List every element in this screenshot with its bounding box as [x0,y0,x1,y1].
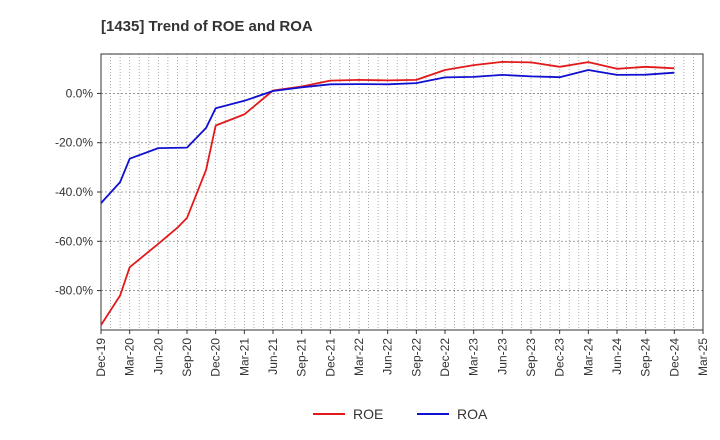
x-tick-label: Mar-24 [581,338,595,376]
x-tick-label: Mar-22 [352,338,366,376]
chart-title: [1435] Trend of ROE and ROA [101,18,313,35]
x-axis-ticks: Dec-19 Mar-20 Jun-20 Sep-20 Dec-20 Mar-21 Jun-… [94,330,710,377]
x-tick-label: Dec-24 [667,338,681,377]
legend: ROE ROA [313,406,488,422]
x-tick-label: Jun-24 [610,338,624,375]
x-tick-label: Sep-21 [295,338,309,377]
x-tick-label: Sep-20 [180,338,194,377]
x-tick-label: Jun-21 [266,338,280,375]
x-tick-label: Mar-20 [123,338,137,376]
x-tick-label: Dec-22 [438,338,452,377]
x-tick-label: Jun-22 [381,338,395,375]
x-tick-label: Jun-20 [151,338,165,375]
x-tick-label: Jun-23 [495,338,509,375]
x-tick-label: Dec-20 [209,338,223,377]
grid [101,54,703,330]
x-tick-label: Sep-23 [524,338,538,377]
series-lines [100,61,675,326]
x-tick-label: Dec-21 [323,338,337,377]
y-tick-label: -60.0% [55,234,93,248]
y-tick-label: -20.0% [55,136,93,150]
legend-label-roa: ROA [457,406,488,422]
y-axis-ticks: 0.0% -20.0% -40.0% -60.0% -80.0% [55,86,101,298]
x-tick-label: Mar-23 [467,338,481,376]
series-line-roa [100,69,675,204]
y-tick-label: -80.0% [55,284,93,298]
x-tick-label: Dec-19 [94,338,108,377]
legend-label-roe: ROE [353,406,383,422]
y-tick-label: -40.0% [55,185,93,199]
series-line-roe [100,61,675,326]
x-tick-label: Mar-25 [696,338,710,376]
x-tick-label: Dec-23 [553,338,567,377]
x-tick-label: Sep-22 [409,338,423,377]
x-tick-label: Mar-21 [237,338,251,376]
y-tick-label: 0.0% [66,86,94,100]
x-tick-label: Sep-24 [639,338,653,377]
